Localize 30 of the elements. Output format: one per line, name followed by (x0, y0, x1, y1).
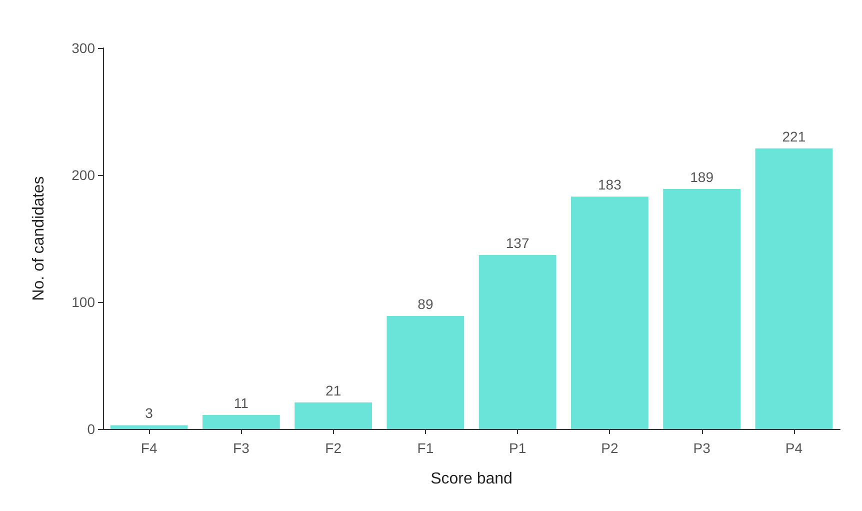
x-tick-label: P1 (509, 440, 526, 456)
data-label: 3 (145, 405, 154, 422)
y-axis-title: No. of candidates (30, 176, 48, 301)
x-tick-label: F2 (325, 440, 342, 456)
y-tick-label: 100 (72, 294, 96, 310)
bar (755, 148, 833, 429)
bar (663, 188, 741, 429)
data-label: 89 (418, 296, 434, 312)
x-axis-title: Score band (430, 470, 512, 488)
x-tick-label: F3 (233, 440, 250, 456)
y-tick-label: 200 (72, 167, 96, 183)
x-tick-label: F4 (140, 440, 158, 456)
data-label: 221 (782, 128, 806, 144)
data-label: 189 (690, 168, 714, 185)
bar (294, 402, 372, 429)
data-label: 183 (598, 176, 622, 193)
x-tick-label: P4 (785, 440, 803, 456)
x-tick-label: F1 (417, 440, 434, 456)
bar (386, 316, 464, 429)
bar (478, 255, 556, 429)
data-label: 21 (326, 382, 342, 398)
data-label: 137 (506, 235, 530, 252)
y-tick-label: 0 (87, 421, 96, 437)
bar (110, 425, 188, 429)
x-tick-label: P3 (693, 440, 711, 456)
bar (570, 196, 648, 429)
data-label: 11 (234, 395, 249, 412)
x-tick-label: P2 (601, 440, 618, 456)
bar (202, 415, 280, 429)
y-tick-label: 300 (72, 40, 96, 56)
